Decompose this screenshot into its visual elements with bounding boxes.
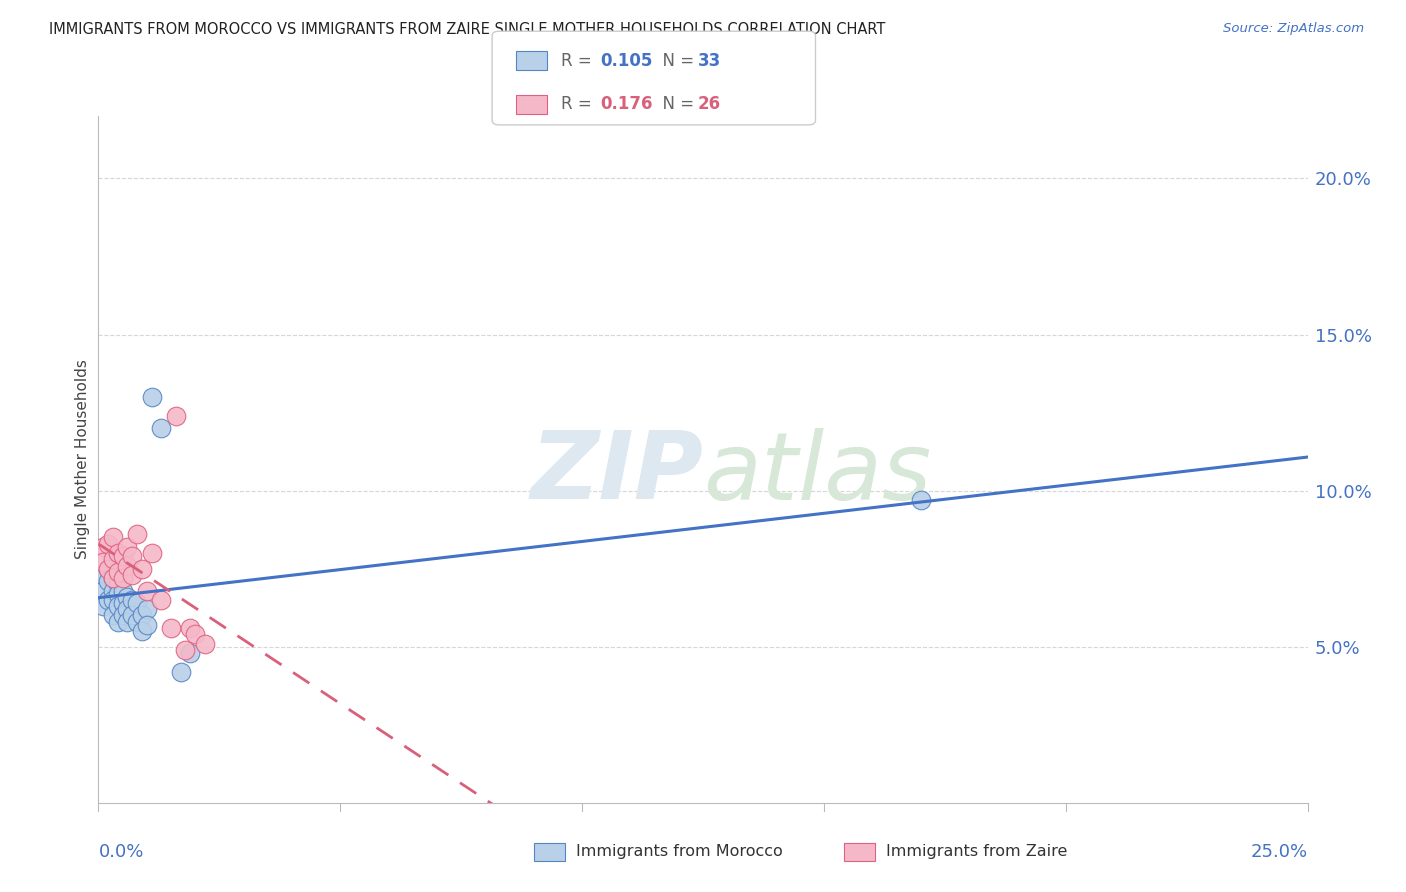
Point	[127, 527, 149, 541]
Point	[165, 409, 187, 423]
Text: 25.0%: 25.0%	[1250, 844, 1308, 862]
Point	[184, 627, 207, 641]
Point	[107, 587, 129, 601]
Point	[121, 608, 143, 623]
Y-axis label: Single Mother Households: Single Mother Households	[75, 359, 90, 559]
Point	[97, 537, 120, 551]
Point	[101, 592, 124, 607]
Point	[111, 596, 134, 610]
Point	[169, 665, 191, 679]
Point	[141, 546, 163, 560]
Point	[111, 608, 134, 623]
Point	[107, 615, 129, 629]
Text: atlas: atlas	[703, 427, 931, 518]
Point	[117, 558, 139, 573]
Text: N =: N =	[652, 95, 700, 113]
Point	[135, 617, 157, 632]
Text: 0.105: 0.105	[600, 52, 652, 70]
Point	[121, 592, 143, 607]
Point	[121, 549, 143, 564]
Point	[111, 583, 134, 598]
Text: IMMIGRANTS FROM MOROCCO VS IMMIGRANTS FROM ZAIRE SINGLE MOTHER HOUSEHOLDS CORREL: IMMIGRANTS FROM MOROCCO VS IMMIGRANTS FR…	[49, 22, 886, 37]
Point	[107, 565, 129, 579]
Text: Source: ZipAtlas.com: Source: ZipAtlas.com	[1223, 22, 1364, 36]
Point	[97, 592, 120, 607]
Point	[91, 555, 114, 570]
Point	[150, 421, 173, 435]
Point	[91, 599, 114, 614]
Point	[127, 615, 149, 629]
Point	[117, 540, 139, 554]
Point	[101, 552, 124, 566]
Point	[174, 642, 197, 657]
Point	[101, 583, 124, 598]
Point	[101, 571, 124, 585]
Point	[150, 592, 173, 607]
Point	[97, 562, 120, 576]
Text: Immigrants from Zaire: Immigrants from Zaire	[886, 845, 1067, 859]
Text: N =: N =	[652, 52, 700, 70]
Point	[111, 549, 134, 564]
Text: 33: 33	[697, 52, 721, 70]
Point	[101, 571, 124, 585]
Point	[97, 574, 120, 589]
Point	[131, 624, 153, 639]
Point	[121, 568, 143, 582]
Point	[117, 615, 139, 629]
Text: R =: R =	[561, 52, 598, 70]
Point	[127, 596, 149, 610]
Text: 0.176: 0.176	[600, 95, 652, 113]
Point	[194, 637, 217, 651]
Text: Immigrants from Morocco: Immigrants from Morocco	[576, 845, 783, 859]
Point	[91, 540, 114, 554]
Text: ZIP: ZIP	[530, 427, 703, 519]
Point	[117, 602, 139, 616]
Point	[179, 646, 201, 660]
Point	[135, 583, 157, 598]
Text: R =: R =	[561, 95, 598, 113]
Point	[910, 492, 932, 507]
Point	[131, 562, 153, 576]
Text: 0.0%: 0.0%	[98, 844, 143, 862]
Point	[107, 599, 129, 614]
Point	[107, 577, 129, 591]
Text: 26: 26	[697, 95, 720, 113]
Point	[135, 602, 157, 616]
Point	[107, 546, 129, 560]
Point	[91, 568, 114, 582]
Point	[101, 608, 124, 623]
Point	[141, 390, 163, 404]
Point	[131, 608, 153, 623]
Point	[160, 621, 183, 635]
Point	[91, 583, 114, 598]
Point	[179, 621, 201, 635]
Point	[117, 590, 139, 604]
Point	[111, 571, 134, 585]
Point	[97, 562, 120, 576]
Point	[101, 530, 124, 544]
